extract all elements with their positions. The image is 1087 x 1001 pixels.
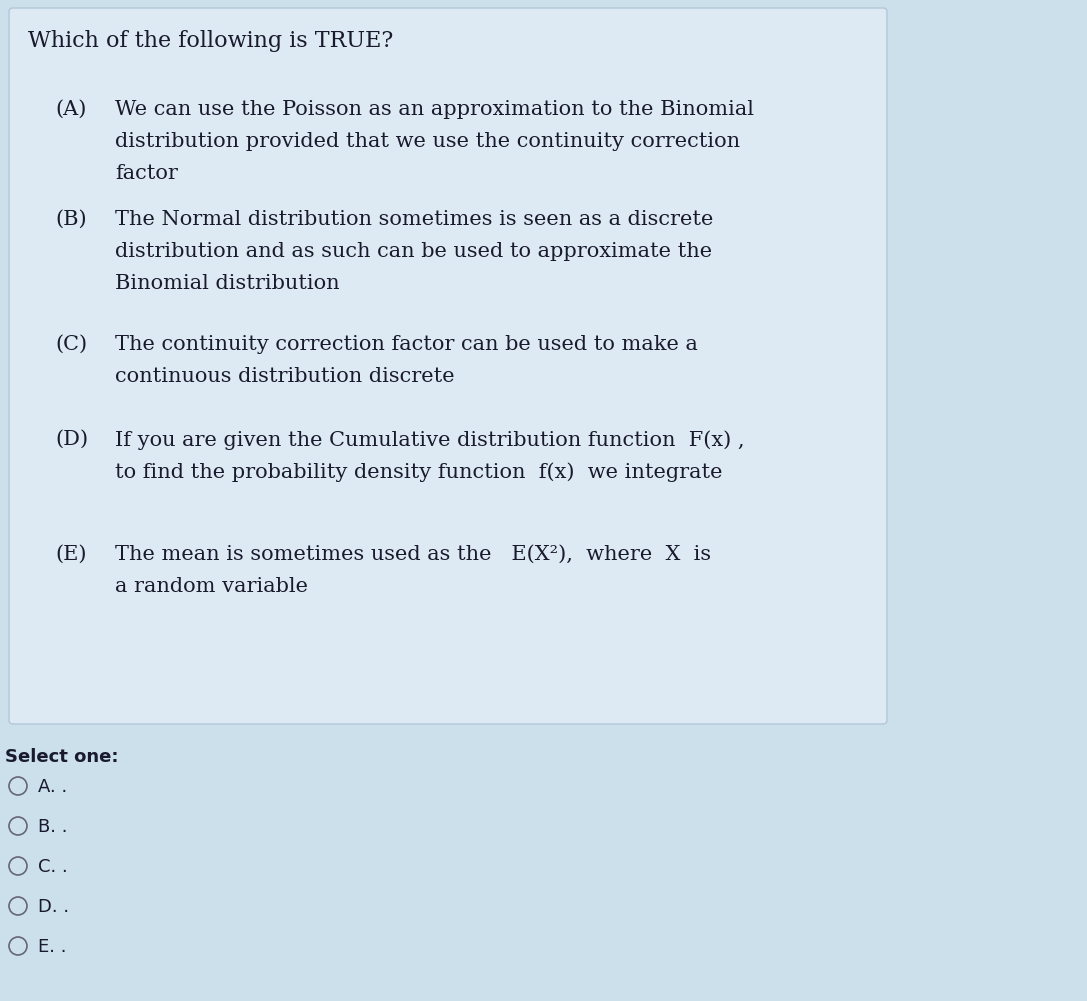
Text: a random variable: a random variable [115, 577, 308, 596]
Text: D. .: D. . [38, 898, 70, 916]
Text: If you are given the Cumulative distribution function  F(x) ,: If you are given the Cumulative distribu… [115, 430, 745, 449]
Text: C. .: C. . [38, 858, 67, 876]
Text: factor: factor [115, 164, 178, 183]
Text: E. .: E. . [38, 938, 66, 956]
Text: (E): (E) [55, 545, 87, 564]
Text: We can use the Poisson as an approximation to the Binomial: We can use the Poisson as an approximati… [115, 100, 754, 119]
FancyBboxPatch shape [9, 8, 887, 724]
Text: distribution and as such can be used to approximate the: distribution and as such can be used to … [115, 242, 712, 261]
Text: (D): (D) [55, 430, 88, 449]
Text: distribution provided that we use the continuity correction: distribution provided that we use the co… [115, 132, 740, 151]
Text: (B): (B) [55, 210, 87, 229]
Text: The continuity correction factor can be used to make a: The continuity correction factor can be … [115, 335, 698, 354]
Text: (A): (A) [55, 100, 86, 119]
Text: Select one:: Select one: [5, 748, 118, 766]
Text: to find the probability density function  f(x)  we integrate: to find the probability density function… [115, 462, 723, 481]
Text: The mean is sometimes used as the   E(X²),  where  X  is: The mean is sometimes used as the E(X²),… [115, 545, 711, 564]
Text: The Normal distribution sometimes is seen as a discrete: The Normal distribution sometimes is see… [115, 210, 713, 229]
Text: continuous distribution discrete: continuous distribution discrete [115, 367, 454, 386]
Text: B. .: B. . [38, 818, 67, 836]
Text: Which of the following is TRUE?: Which of the following is TRUE? [28, 30, 393, 52]
Text: A. .: A. . [38, 778, 67, 796]
Text: Binomial distribution: Binomial distribution [115, 274, 339, 293]
Text: (C): (C) [55, 335, 87, 354]
